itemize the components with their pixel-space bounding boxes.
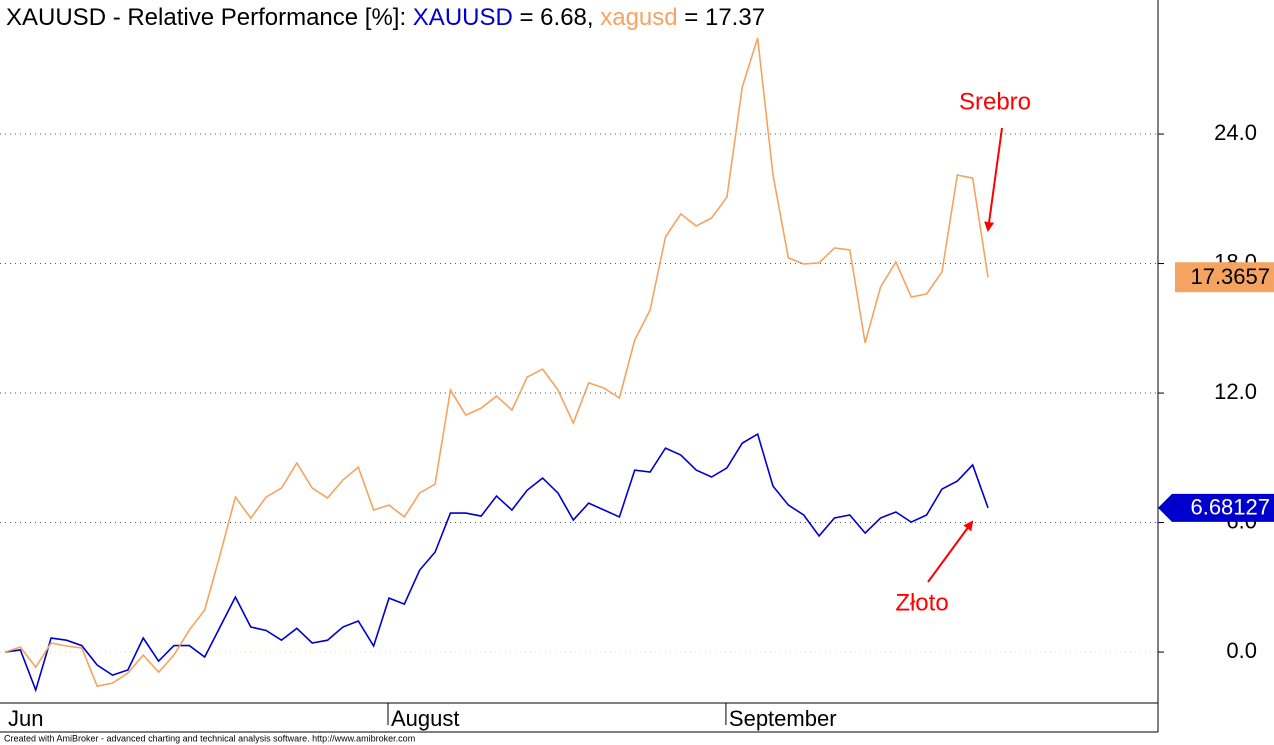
legend-name: XAUUSD	[413, 4, 513, 31]
series-line	[4, 37, 989, 688]
x-tick-label: August	[391, 706, 460, 731]
chart-title: XAUUSD - Relative Performance [%]: XAUUS…	[6, 4, 765, 31]
annotation: Srebro	[959, 88, 1031, 115]
annotation-arrow	[984, 127, 1003, 232]
series-line	[4, 432, 989, 693]
legend-name: xagusd	[600, 4, 677, 31]
x-tick-label: Jun	[8, 706, 43, 731]
legend-value: = 17.37	[684, 4, 765, 31]
legend-value: = 6.68,	[520, 4, 594, 31]
y-tick-label: 24.0	[1214, 120, 1257, 145]
footer: Created with AmiBroker - advanced charti…	[4, 733, 415, 743]
x-tick-label: September	[729, 706, 837, 731]
value-tag	[1158, 493, 1274, 522]
y-tick-label: 0.0	[1226, 638, 1257, 663]
annotation-arrow	[927, 520, 974, 583]
value-tag-label: 17.3657	[1190, 264, 1270, 289]
value-tag	[1175, 262, 1274, 293]
value-tag-label: 6.68127	[1190, 495, 1270, 520]
annotation: Złoto	[895, 589, 948, 616]
title-text: XAUUSD - Relative Performance [%]:	[6, 4, 406, 31]
y-tick-label: 12.0	[1214, 379, 1257, 404]
